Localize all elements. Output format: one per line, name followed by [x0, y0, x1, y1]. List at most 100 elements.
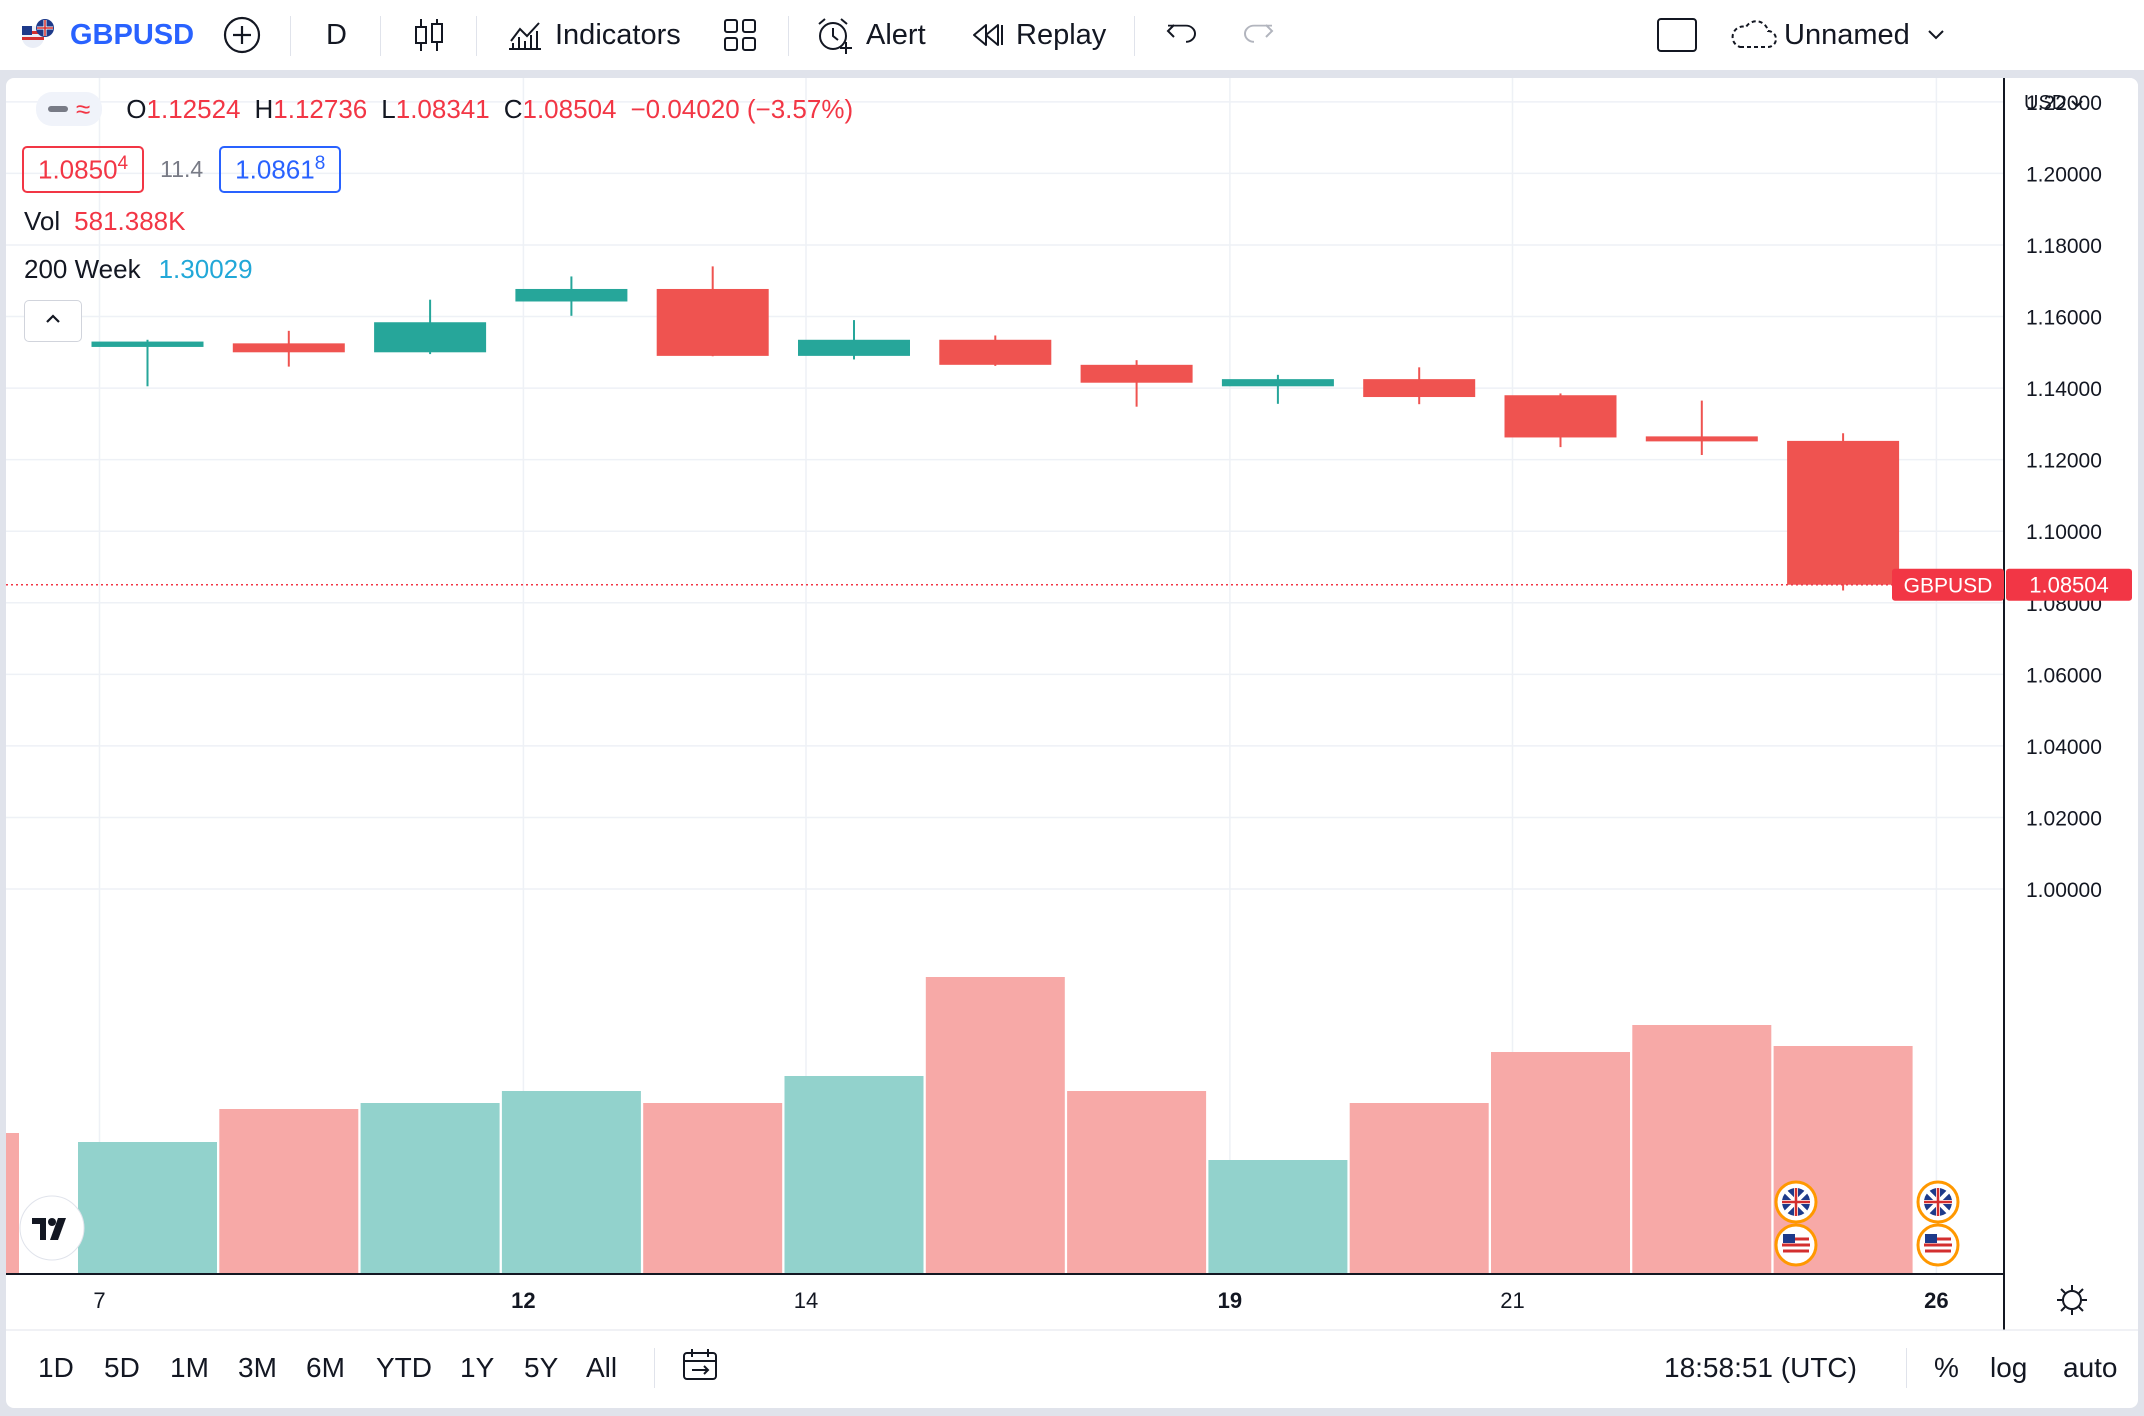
time-tick-label: 7: [93, 1288, 105, 1313]
fullscreen-icon: [1656, 17, 1698, 53]
volume-bar: [1349, 1103, 1489, 1274]
volume-bar: [925, 977, 1065, 1274]
legend-moving-average[interactable]: 200 Week 1.30029: [24, 254, 253, 285]
buy-price-main: 1.0861: [235, 154, 315, 185]
sell-price-button[interactable]: 1.08504: [22, 146, 145, 193]
redo-button[interactable]: [1240, 0, 1276, 70]
last-price-symbol: GBPUSD: [1904, 575, 1993, 598]
ohlc-c-label: C: [503, 93, 523, 124]
price-tick-label: 1.10000: [2026, 521, 2102, 544]
candle-body: [939, 339, 1052, 365]
chart-type-button[interactable]: [412, 0, 446, 70]
price-tick-label: 1.22000: [2026, 92, 2102, 115]
range-button-1d[interactable]: 1D: [38, 1338, 74, 1398]
layouts-button[interactable]: [722, 0, 758, 70]
time-tick-label: 14: [794, 1288, 818, 1313]
candle-body: [374, 322, 487, 353]
candles-icon: [412, 15, 446, 55]
fullscreen-button[interactable]: [1656, 0, 1698, 70]
event-markers[interactable]: [1774, 1180, 1960, 1267]
legend-quotes: 1.08504 11.4 1.08618: [22, 146, 342, 193]
volume-label: Vol: [24, 206, 61, 236]
range-label: All: [586, 1352, 618, 1383]
collapse-legend-button[interactable]: [24, 300, 82, 342]
uk-event-icon[interactable]: [1774, 1180, 1818, 1224]
gear-icon[interactable]: [2057, 1285, 2087, 1315]
volume-value: 581.388K: [74, 206, 186, 236]
volume-bar: [360, 1103, 500, 1274]
layout-name-label: Unnamed: [1784, 18, 1910, 51]
indicators-icon: [505, 15, 545, 55]
range-button-all[interactable]: All: [586, 1338, 617, 1398]
range-button-3m[interactable]: 3M: [238, 1338, 277, 1398]
range-button-ytd[interactable]: YTD: [376, 1338, 432, 1398]
buy-price-button[interactable]: 1.08618: [219, 146, 342, 193]
ohlc-h-label: H: [254, 93, 274, 124]
percent-toggle[interactable]: %: [1934, 1338, 1959, 1398]
cloud-icon: [1728, 17, 1778, 53]
bottom-divider: [654, 1348, 655, 1388]
replay-icon: [970, 17, 1006, 53]
interval-button[interactable]: D: [326, 0, 347, 70]
chart-panel[interactable]: 1.00000 1.02000 1.04000 1.06000 1.08000 1.100…: [6, 78, 2138, 1408]
symbol-search[interactable]: GBPUSD: [20, 0, 194, 70]
alert-button[interactable]: Alert: [814, 0, 926, 70]
visibility-toggle[interactable]: ≈: [36, 92, 103, 126]
us-event-icon[interactable]: [1774, 1223, 1818, 1267]
candle-body: [1080, 364, 1193, 383]
candle-body: [515, 288, 628, 302]
currency-button[interactable]: USD: [2024, 92, 2084, 115]
undo-button[interactable]: [1164, 0, 1200, 70]
last-price-label: GBPUSD 1.08504: [1892, 568, 2132, 601]
price-axis[interactable]: [2004, 78, 2138, 1274]
time-tick-label: 19: [1218, 1288, 1242, 1313]
wave-icon: ≈: [76, 94, 91, 124]
range-label: 5Y: [524, 1352, 559, 1383]
chart-canvas[interactable]: 1.000001.020001.040001.060001.080001.100…: [6, 78, 2138, 1408]
chevron-down-icon: [1926, 28, 1946, 42]
volume-bar: [1067, 1091, 1207, 1274]
range-button-5d[interactable]: 5D: [104, 1338, 140, 1398]
ma-label: 200 Week: [24, 254, 141, 284]
volume-bar: [78, 1142, 217, 1274]
calendar-goto-icon: [680, 1345, 720, 1392]
range-label: 6M: [306, 1352, 345, 1383]
price-axis-ticks: 1.000001.020001.040001.060001.080001.100…: [2026, 92, 2102, 902]
volume-bar: [643, 1103, 783, 1274]
interval-label: D: [326, 18, 347, 51]
candle-body: [1787, 440, 1900, 585]
range-label: 1M: [170, 1352, 209, 1383]
log-toggle[interactable]: log: [1990, 1338, 2027, 1398]
plus-circle-icon: [222, 15, 262, 55]
ohlc-o-label: O: [126, 93, 147, 124]
alert-label: Alert: [866, 18, 926, 51]
tradingview-logo-icon[interactable]: [19, 1195, 85, 1261]
volume-bar: [784, 1076, 924, 1274]
candle-body: [232, 343, 345, 353]
clock-label: 18:58:51 (UTC): [1664, 1352, 1857, 1383]
layout-name-button[interactable]: Unnamed: [1728, 0, 1946, 70]
range-button-1y[interactable]: 1Y: [460, 1338, 494, 1398]
range-label: 1Y: [460, 1352, 495, 1383]
auto-toggle[interactable]: auto: [2063, 1338, 2118, 1398]
range-button-5y[interactable]: 5Y: [524, 1338, 558, 1398]
compare-button[interactable]: [222, 0, 262, 70]
range-button-6m[interactable]: 6M: [306, 1338, 345, 1398]
percent-label: %: [1934, 1352, 1959, 1383]
indicators-button[interactable]: Indicators: [505, 0, 681, 70]
auto-label: auto: [2063, 1352, 2118, 1383]
goto-date-button[interactable]: [680, 1338, 720, 1398]
last-price-value: 1.08504: [2029, 573, 2109, 598]
uk-event-icon[interactable]: [1916, 1180, 1960, 1224]
replay-button[interactable]: Replay: [970, 0, 1106, 70]
legend-volume[interactable]: Vol 581.388K: [24, 206, 185, 237]
range-button-1m[interactable]: 1M: [170, 1338, 209, 1398]
indicators-label: Indicators: [555, 18, 681, 51]
candle-body: [91, 341, 204, 347]
us-event-icon[interactable]: [1916, 1223, 1960, 1267]
toolbar-divider: [290, 16, 291, 56]
redo-icon: [1240, 17, 1276, 53]
ohlc-h-value: 1.12736: [273, 93, 368, 124]
volume-bar: [1208, 1160, 1348, 1274]
clock-button[interactable]: 18:58:51 (UTC): [1664, 1338, 1857, 1398]
